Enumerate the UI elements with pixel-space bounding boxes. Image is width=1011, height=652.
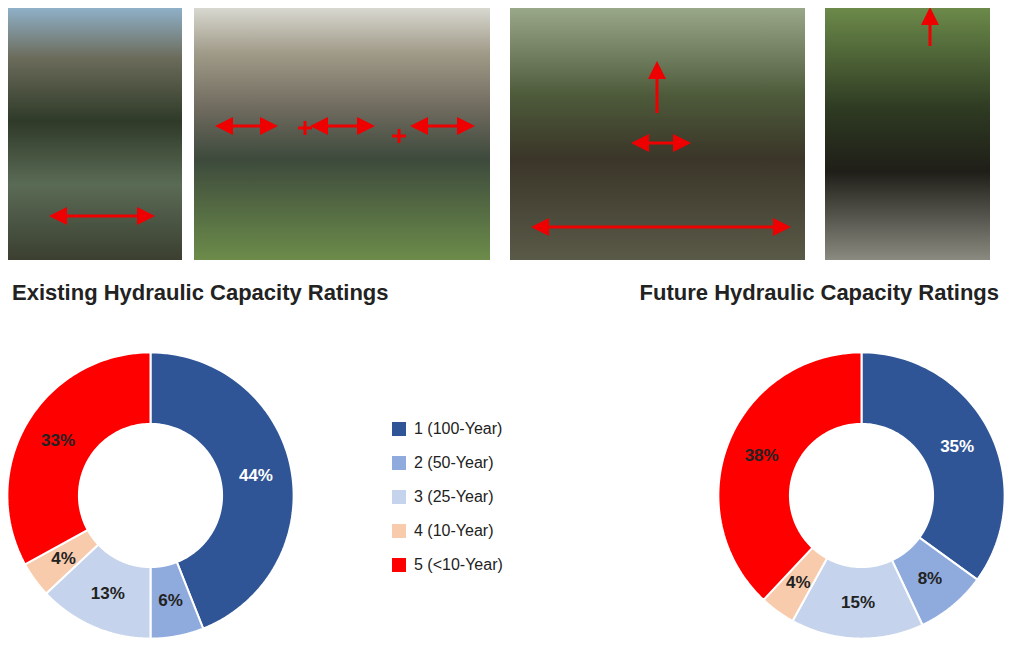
svg-text:33%: 33% (41, 431, 75, 450)
html-text:Future Hydraulic Capacity Rati: Future Hydraulic Capacity Ratings (639, 280, 999, 305)
html-text:1 (100-Year): 1 (100-Year) (414, 420, 503, 437)
html-text:4 (10-Year): 4 (10-Year) (414, 522, 494, 539)
svg-text:6%: 6% (158, 591, 183, 610)
html-text:Existing Hydraulic Capacity Ra: Existing Hydraulic Capacity Ratings (12, 280, 389, 305)
html-text:5 (<10-Year): 5 (<10-Year) (414, 556, 503, 573)
svg-text:4%: 4% (51, 549, 76, 568)
html-text:3 (25-Year): 3 (25-Year) (414, 488, 494, 505)
svg-text:35%: 35% (940, 437, 974, 456)
svg-text:44%: 44% (239, 466, 273, 485)
svg-text:15%: 15% (841, 593, 875, 612)
svg-text:8%: 8% (918, 569, 943, 588)
svg-text:13%: 13% (91, 584, 125, 603)
html-text:2 (50-Year): 2 (50-Year) (414, 454, 494, 471)
svg-text:4%: 4% (786, 573, 811, 592)
svg-text:38%: 38% (745, 446, 779, 465)
